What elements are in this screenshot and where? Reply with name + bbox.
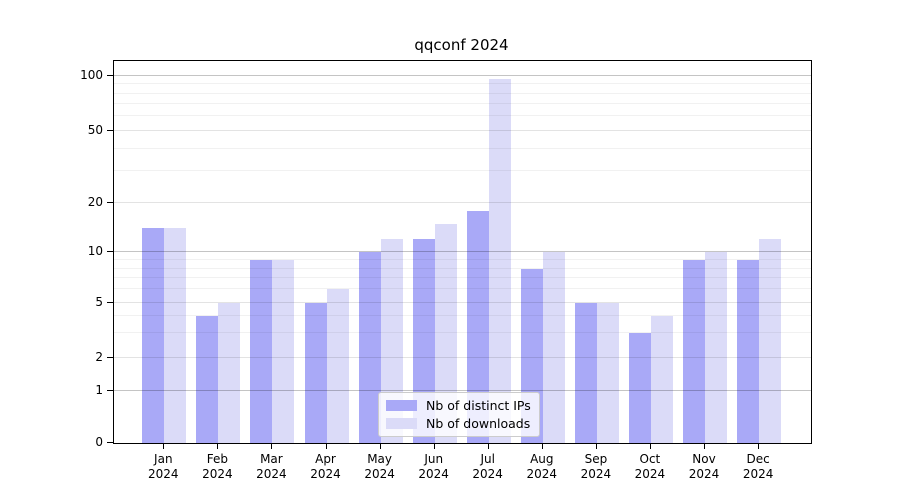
x-tick-mark (758, 443, 760, 449)
y-tick-mark (107, 202, 113, 203)
chart-title: qqconf 2024 (414, 36, 509, 54)
x-tick-mark (595, 443, 597, 449)
legend-label-distinct-ips: Nb of distinct IPs (426, 398, 531, 413)
gridline (114, 277, 811, 279)
bar-downloads (705, 252, 727, 443)
gridline (114, 258, 811, 260)
bar-distinct-ips (574, 302, 597, 443)
x-axis-tick-label: Jun 2024 (418, 452, 449, 481)
x-axis-tick-label: Jan 2024 (148, 452, 179, 481)
y-axis-tick-label: 10 (87, 244, 103, 259)
gridline (114, 389, 811, 391)
y-axis-tick-label: 20 (87, 195, 103, 209)
gridline (114, 202, 811, 203)
gridline (114, 83, 811, 85)
y-axis-tick-label: 1 (95, 382, 103, 397)
x-tick-mark (704, 443, 705, 449)
y-axis-tick-label: 5 (95, 294, 103, 309)
y-tick-mark (107, 389, 113, 391)
legend-label-downloads: Nb of downloads (426, 416, 531, 431)
gridline (114, 332, 811, 334)
y-axis-tick-label: 50 (87, 123, 103, 137)
x-axis-tick-label: Nov 2024 (688, 452, 720, 481)
legend-item-downloads: Nb of downloads (386, 416, 531, 431)
gridline (114, 357, 811, 358)
gridline (114, 170, 811, 172)
x-axis-tick-label: May 2024 (364, 452, 395, 481)
bar-distinct-ips (142, 228, 165, 443)
bar-distinct-ips (304, 302, 327, 443)
bar-distinct-ips (628, 333, 651, 443)
x-tick-mark (163, 443, 165, 449)
gridline (114, 92, 811, 94)
legend-swatch-downloads (386, 418, 417, 429)
legend: Nb of distinct IPs Nb of downloads (378, 392, 540, 437)
gridline (114, 267, 811, 269)
bar-downloads (164, 228, 187, 443)
bar-distinct-ips (358, 252, 381, 443)
bar-downloads (434, 223, 457, 443)
gridline (114, 103, 811, 105)
plot-area (113, 60, 812, 444)
gridline (114, 130, 811, 131)
y-tick-mark (107, 74, 113, 76)
y-tick-mark (107, 251, 113, 253)
gridline (114, 147, 811, 149)
y-tick-mark (107, 357, 113, 358)
gridline (114, 115, 811, 117)
y-tick-mark (107, 301, 113, 303)
legend-item-distinct-ips: Nb of distinct IPs (386, 398, 531, 413)
gridline (114, 288, 811, 290)
bar-distinct-ips (683, 259, 705, 443)
y-axis-tick-label: 2 (95, 350, 103, 364)
bar-downloads (542, 252, 565, 443)
y-axis-tick-label: 100 (80, 67, 103, 82)
x-tick-mark (271, 443, 273, 449)
y-tick-mark (107, 130, 113, 131)
x-tick-mark (433, 443, 435, 449)
bar-downloads (272, 259, 295, 443)
x-axis-tick-label: Sep 2024 (580, 452, 612, 481)
x-axis-tick-label: Apr 2024 (310, 452, 341, 481)
gridline (114, 301, 811, 303)
x-tick-mark (379, 443, 381, 449)
x-tick-mark (541, 443, 543, 449)
bar-downloads (488, 79, 511, 443)
bar-downloads (218, 302, 241, 443)
x-tick-mark (649, 443, 651, 449)
bar-downloads (650, 316, 673, 443)
x-axis-tick-label: Dec 2024 (742, 452, 774, 481)
gridline (114, 74, 811, 76)
x-axis-tick-label: Jul 2024 (472, 452, 503, 481)
x-axis-tick-label: Aug 2024 (526, 452, 558, 481)
x-tick-mark (487, 443, 489, 449)
bar-distinct-ips (737, 259, 760, 443)
bar-distinct-ips (196, 316, 219, 443)
x-axis-tick-label: Mar 2024 (256, 452, 287, 481)
x-tick-mark (325, 443, 327, 449)
x-axis-tick-label: Oct 2024 (634, 452, 666, 481)
bar-downloads (759, 239, 782, 443)
x-tick-mark (217, 443, 219, 449)
bar-downloads (326, 289, 349, 443)
gridline (114, 315, 811, 316)
x-axis-tick-label: Feb 2024 (202, 452, 233, 481)
bar-distinct-ips (250, 259, 273, 443)
y-tick-mark (107, 442, 113, 443)
gridline (114, 251, 811, 253)
legend-swatch-distinct-ips (386, 400, 417, 411)
bar-distinct-ips (466, 210, 489, 443)
bar-downloads (596, 302, 619, 443)
y-axis-tick-label: 0 (95, 435, 103, 449)
